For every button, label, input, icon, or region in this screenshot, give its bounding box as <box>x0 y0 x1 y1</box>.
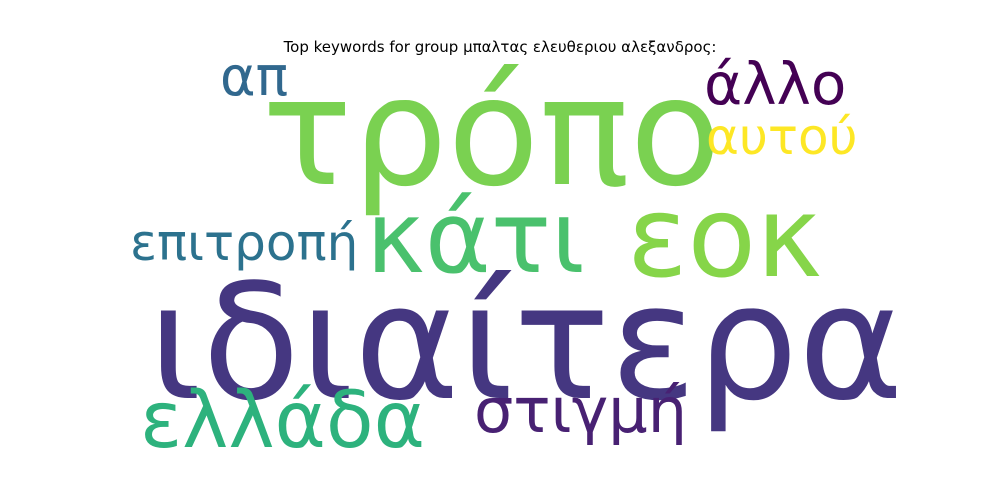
word-ellada: ελλάδα <box>140 376 426 466</box>
word-epitropi: επιτροπή <box>130 214 359 272</box>
word-kati: κάτι <box>366 179 585 296</box>
word-stigmi: στιγμή <box>474 374 688 447</box>
word-idiaitera: ιδιαίτερα <box>148 249 904 436</box>
word-ap: απ <box>220 45 289 108</box>
figure-title: Top keywords for group μπαλτας ελευθεριο… <box>283 38 717 56</box>
word-aftou: αυτού <box>706 108 858 166</box>
word-eok: εοκ <box>627 173 823 303</box>
word-tropo: τρόπο <box>262 46 722 220</box>
word-allo: άλλο <box>704 50 847 118</box>
